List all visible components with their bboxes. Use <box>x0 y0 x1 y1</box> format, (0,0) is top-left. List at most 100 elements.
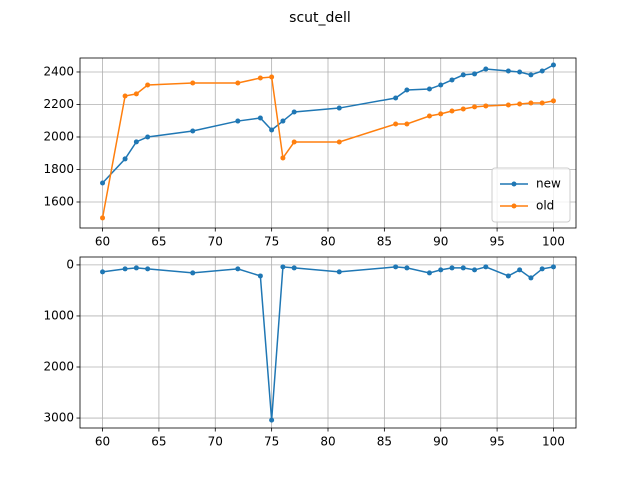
x-tick-label: 90 <box>433 235 448 249</box>
point <box>235 118 241 124</box>
point <box>472 71 478 77</box>
x-tick-label: 95 <box>489 435 504 449</box>
point <box>280 118 286 124</box>
figure-title: scut_dell <box>289 10 351 26</box>
point <box>269 74 275 80</box>
point <box>393 95 399 101</box>
point <box>517 69 523 75</box>
point <box>438 111 444 117</box>
point <box>280 264 286 270</box>
point <box>472 267 478 273</box>
point <box>449 77 455 83</box>
point <box>550 62 556 68</box>
x-tick-label: 80 <box>320 235 335 249</box>
legend-marker <box>511 181 517 187</box>
point <box>404 265 410 271</box>
legend-label: old <box>536 199 554 213</box>
point <box>426 86 432 92</box>
point <box>550 98 556 104</box>
point <box>483 264 489 270</box>
y-tick-label: 2400 <box>43 64 74 78</box>
point <box>100 180 106 186</box>
point <box>133 139 139 145</box>
y-tick-label: 3000 <box>43 411 74 425</box>
x-tick-label: 70 <box>208 235 223 249</box>
point <box>280 155 286 161</box>
point <box>235 80 241 86</box>
point <box>291 109 297 115</box>
point <box>336 105 342 111</box>
point <box>122 266 128 272</box>
x-tick-label: 95 <box>489 235 504 249</box>
point <box>257 75 263 81</box>
point <box>449 108 455 114</box>
point <box>100 269 106 275</box>
point <box>438 267 444 273</box>
point <box>438 82 444 88</box>
point <box>460 72 466 78</box>
y-tick-label: 2000 <box>43 360 74 374</box>
point <box>393 121 399 127</box>
point <box>426 270 432 276</box>
y-tick-label: 1000 <box>43 308 74 322</box>
y-tick-label: 0 <box>66 257 74 271</box>
axes-frame <box>79 57 577 229</box>
y-tick-label: 1800 <box>43 162 74 176</box>
point <box>472 104 478 110</box>
point <box>460 106 466 112</box>
point <box>235 266 241 272</box>
point <box>291 265 297 271</box>
point <box>269 127 275 133</box>
point <box>404 121 410 127</box>
axes-frame <box>79 256 577 429</box>
point <box>539 266 545 272</box>
x-tick-label: 100 <box>542 435 565 449</box>
x-tick-label: 100 <box>542 235 565 249</box>
point <box>145 134 151 140</box>
x-tick-label: 75 <box>264 235 279 249</box>
x-tick-label: 80 <box>320 435 335 449</box>
legend-box <box>491 167 571 223</box>
x-tick-label: 90 <box>433 435 448 449</box>
point <box>145 82 151 88</box>
x-tick-label: 70 <box>208 435 223 449</box>
x-tick-label: 65 <box>151 235 166 249</box>
point <box>336 269 342 275</box>
point <box>505 68 511 74</box>
point <box>145 266 151 272</box>
point <box>528 275 534 281</box>
x-tick-label: 85 <box>377 235 392 249</box>
point <box>190 128 196 134</box>
point <box>539 68 545 74</box>
point <box>122 156 128 162</box>
point <box>483 103 489 109</box>
point <box>336 139 342 145</box>
legend-marker <box>511 203 517 209</box>
point <box>100 215 106 221</box>
point <box>426 113 432 119</box>
point <box>449 265 455 271</box>
point <box>460 265 466 271</box>
point <box>257 273 263 279</box>
point <box>257 115 263 121</box>
point <box>190 80 196 86</box>
x-tick-label: 85 <box>377 435 392 449</box>
point <box>483 66 489 72</box>
x-tick-label: 60 <box>95 235 110 249</box>
y-tick-label: 2000 <box>43 129 74 143</box>
point <box>291 139 297 145</box>
point <box>517 267 523 273</box>
x-tick-label: 65 <box>151 435 166 449</box>
point <box>528 100 534 106</box>
point <box>528 72 534 78</box>
point <box>122 93 128 99</box>
point <box>517 101 523 107</box>
point <box>133 91 139 97</box>
point <box>190 270 196 276</box>
point <box>550 264 556 270</box>
point <box>404 87 410 93</box>
point <box>133 265 139 271</box>
point <box>505 102 511 108</box>
